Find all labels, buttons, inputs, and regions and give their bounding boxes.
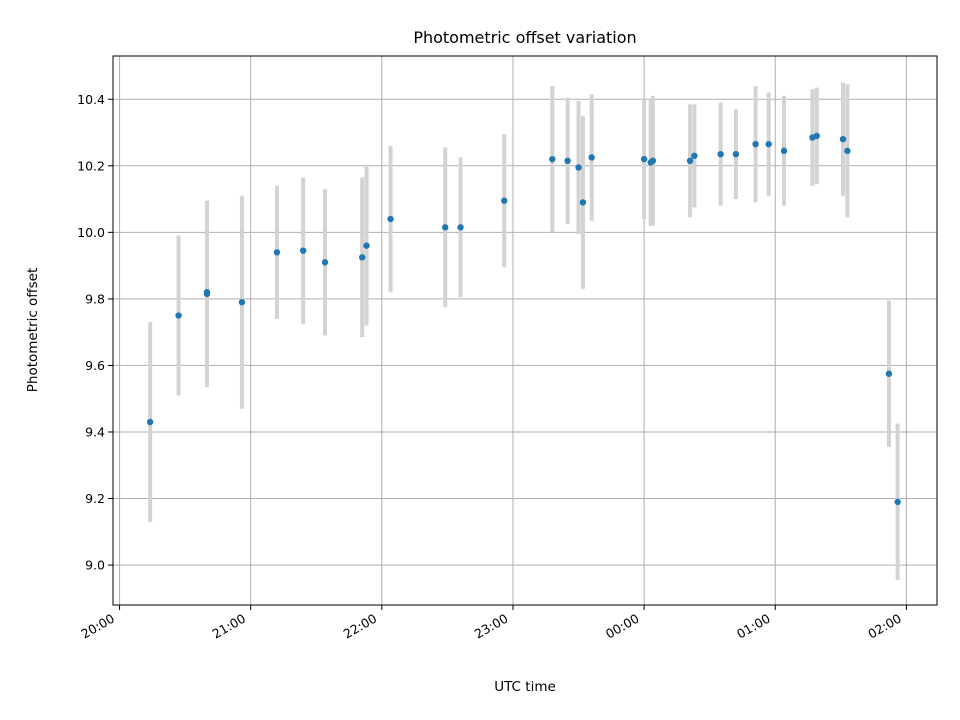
data-point (844, 147, 851, 155)
data-point (813, 132, 820, 140)
data-point (780, 147, 788, 155)
data-point (564, 157, 571, 165)
y-tick-label: 9.2 (85, 491, 105, 506)
y-tick-label: 10.4 (77, 92, 105, 107)
data-point (575, 164, 582, 171)
data-point (457, 224, 464, 231)
y-tick-label: 9.8 (85, 291, 105, 306)
data-point (686, 157, 694, 165)
plot-frame (112, 55, 938, 606)
data-point (299, 247, 307, 254)
data-point (765, 140, 772, 148)
data-point (549, 155, 556, 163)
data-point (588, 154, 595, 161)
y-axis-label: Photometric offset (25, 268, 41, 392)
y-tick-label: 10.0 (77, 225, 105, 240)
data-point (238, 299, 246, 306)
data-point (501, 197, 508, 204)
data-point (640, 155, 648, 163)
y-tick-label: 9.6 (85, 358, 105, 373)
data-point (442, 224, 449, 231)
data-point (273, 249, 281, 256)
data-point (175, 312, 182, 319)
data-point (839, 135, 847, 143)
data-point (579, 199, 587, 206)
data-point (732, 150, 740, 158)
chart-title: Photometric offset variation (413, 28, 636, 47)
data-point (363, 242, 370, 249)
data-point (358, 254, 366, 261)
y-tick-label: 9.4 (85, 424, 105, 439)
data-point (691, 152, 698, 160)
y-axis-ticks: 9.0 9.2 9.4 9.6 9.8 10.0 10.2 10.4 (77, 92, 113, 573)
data-point (885, 370, 893, 377)
data-points (146, 132, 901, 506)
data-point (717, 150, 724, 158)
y-tick-label: 10.2 (77, 158, 105, 173)
data-point (146, 418, 154, 426)
x-axis-label: UTC time (494, 679, 556, 695)
data-point (894, 498, 901, 506)
data-point (203, 290, 211, 298)
data-point (321, 259, 329, 266)
y-tick-label: 9.0 (85, 558, 105, 573)
data-point (649, 157, 657, 165)
data-point (752, 140, 759, 148)
data-point (387, 215, 394, 223)
